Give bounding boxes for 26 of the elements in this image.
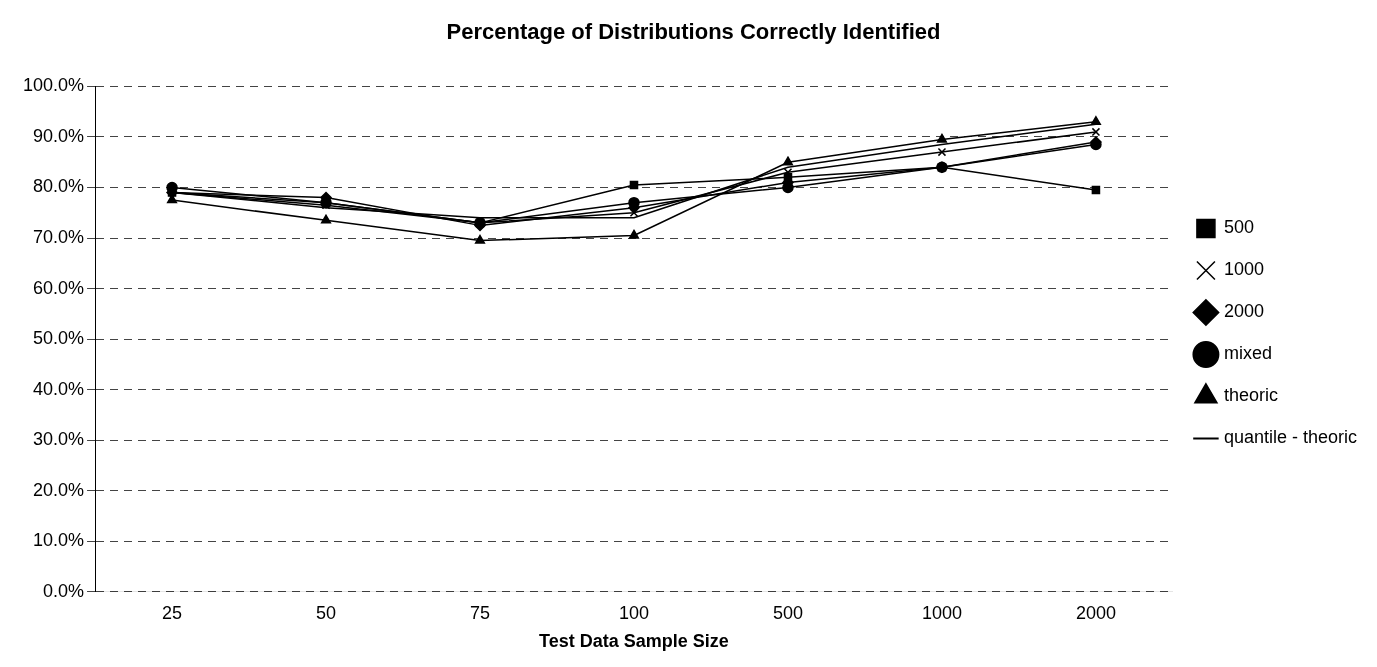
legend-label: 1000 xyxy=(1223,259,1264,280)
x-tick-label: 100 xyxy=(618,602,650,623)
x-tick-label: 1000 xyxy=(921,602,962,623)
y-tick-label: 70.0% xyxy=(33,226,85,247)
chart-title: Percentage of Distributions Correctly Identified xyxy=(446,19,941,45)
y-tick-label: 100.0% xyxy=(22,75,85,96)
y-tick-label: 50.0% xyxy=(33,328,85,349)
x-tick-label: 2000 xyxy=(1075,602,1116,623)
legend-label: 500 xyxy=(1223,217,1254,238)
y-tick-label: 40.0% xyxy=(33,378,85,399)
legend-label: 2000 xyxy=(1223,301,1264,322)
legend-label: theoric xyxy=(1223,385,1278,406)
y-tick-label: 30.0% xyxy=(33,429,85,450)
x-axis-title: Test Data Sample Size xyxy=(539,631,729,652)
x-tick-label: 25 xyxy=(162,602,183,623)
y-tick-label: 0.0% xyxy=(43,580,85,601)
legend-label: quantile - theoric xyxy=(1223,427,1357,448)
x-tick-label: 500 xyxy=(772,602,803,623)
y-tick-label: 20.0% xyxy=(33,479,85,500)
y-tick-label: 10.0% xyxy=(33,530,85,551)
y-tick-label: 90.0% xyxy=(33,125,85,146)
y-tick-label: 80.0% xyxy=(33,176,85,197)
x-tick-label: 75 xyxy=(469,602,491,623)
y-tick-label: 60.0% xyxy=(33,277,85,298)
x-tick-label: 50 xyxy=(316,602,337,623)
legend-label: mixed xyxy=(1223,343,1272,364)
